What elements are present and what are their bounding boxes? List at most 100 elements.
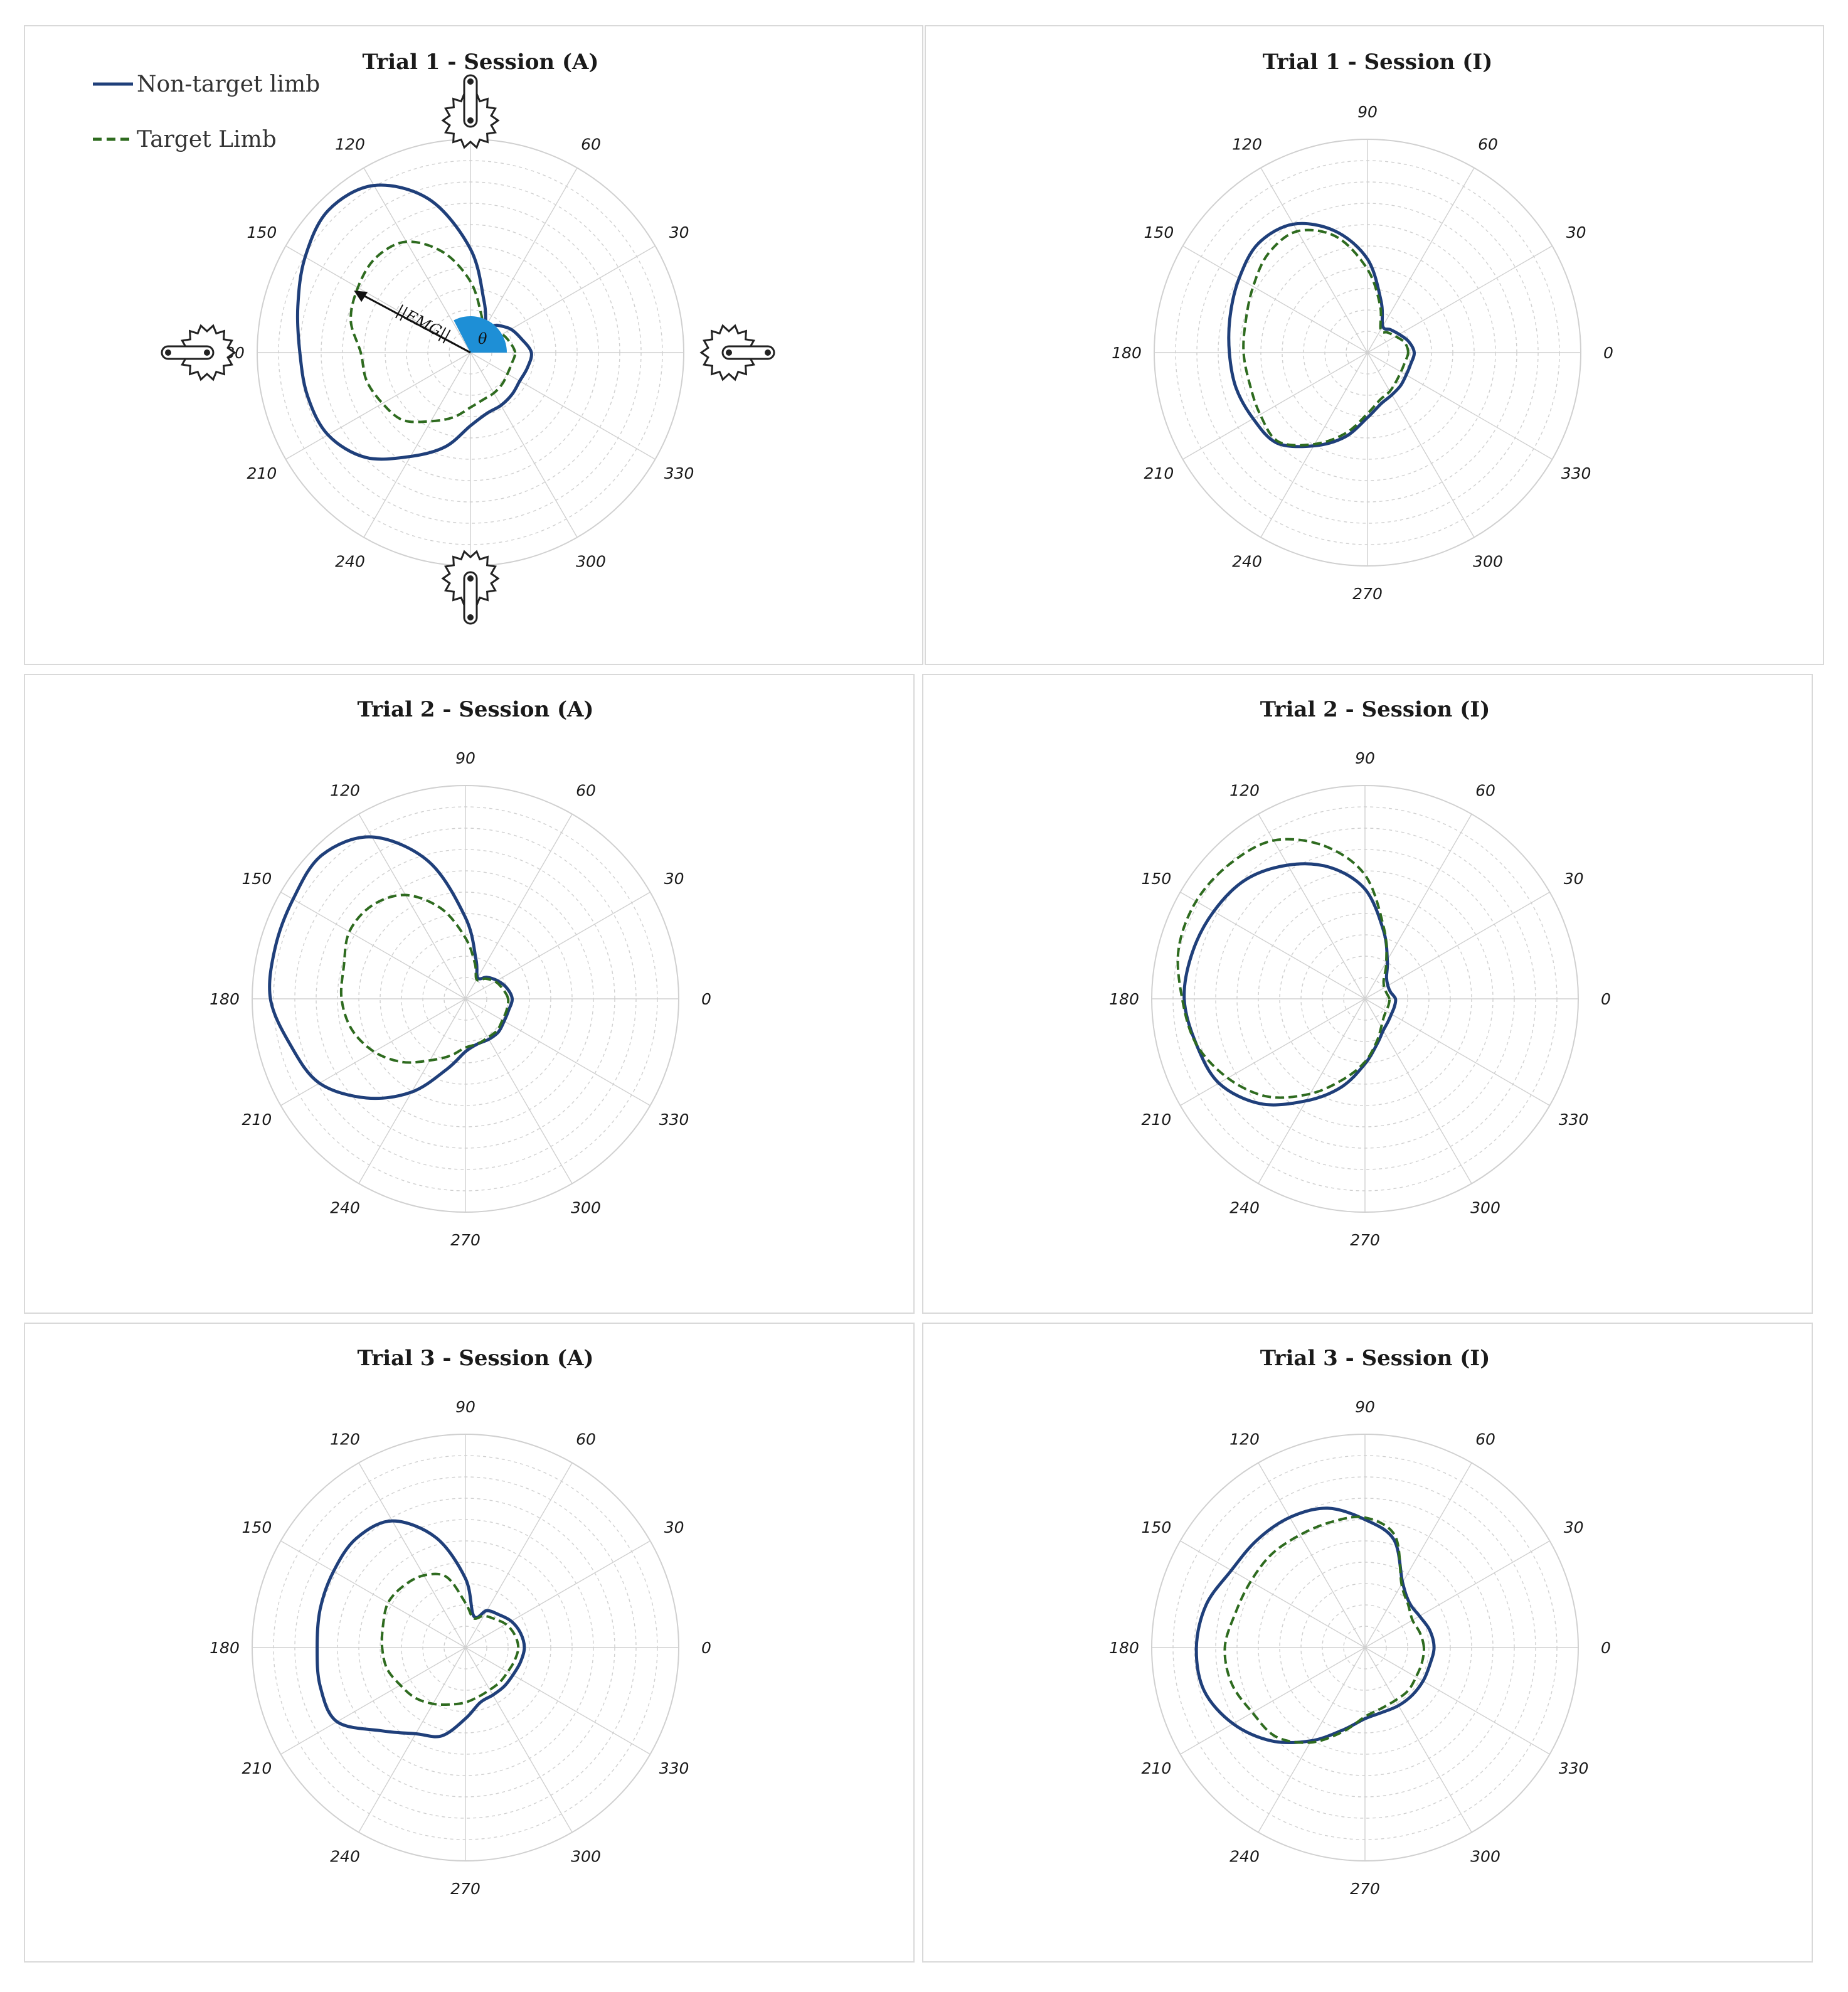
polar-chart-trial-3-session-a: Trial 3 - Session (A) 0 30 60 90 120 150 180 210… bbox=[210, 1346, 711, 1898]
angle-tick-label: 0 bbox=[1601, 1639, 1611, 1657]
angle-spoke bbox=[465, 998, 573, 1184]
angle-tick-label: 240 bbox=[335, 553, 365, 571]
angle-tick-label: 90 bbox=[1355, 749, 1375, 767]
angle-tick-label: 180 bbox=[1112, 344, 1142, 362]
chart-title: Trial 1 - Session (A) bbox=[362, 50, 598, 75]
chart-title: Trial 2 - Session (I) bbox=[1260, 697, 1490, 722]
angle-tick-label: 150 bbox=[242, 1518, 272, 1537]
angle-spoke bbox=[1367, 168, 1475, 353]
angle-spoke bbox=[280, 1647, 466, 1755]
chart-title: Trial 3 - Session (A) bbox=[357, 1346, 593, 1371]
angle-spoke bbox=[1180, 1540, 1366, 1648]
angle-tick-label: 90 bbox=[1355, 1398, 1375, 1416]
angle-tick-label: 240 bbox=[1229, 1848, 1260, 1866]
angle-spoke bbox=[285, 352, 471, 460]
angle-tick-label: 120 bbox=[1229, 1430, 1260, 1448]
angle-spoke bbox=[285, 245, 471, 353]
angle-spoke bbox=[1258, 998, 1366, 1184]
angle-spoke bbox=[1367, 352, 1475, 538]
legend-label-non-target: Non-target limb bbox=[137, 72, 320, 97]
radial-grid bbox=[1151, 785, 1579, 1213]
annotations: θ||EMG|| bbox=[161, 74, 775, 625]
angle-spoke bbox=[465, 1647, 573, 1833]
angle-tick-label: 120 bbox=[1229, 781, 1260, 799]
angle-tick-label: 30 bbox=[669, 223, 689, 242]
series-line-non-target-limb bbox=[1182, 862, 1398, 1107]
angle-tick-label: 300 bbox=[576, 553, 606, 571]
angle-tick-label: 330 bbox=[1561, 464, 1591, 482]
angle-spoke bbox=[465, 998, 651, 1106]
angle-spoke bbox=[1180, 892, 1366, 999]
angle-tick-label: 150 bbox=[242, 870, 272, 888]
angle-tick-label: 210 bbox=[247, 464, 277, 482]
angle-spoke bbox=[1182, 245, 1368, 353]
angle-spoke bbox=[465, 814, 573, 999]
angle-spoke bbox=[1180, 998, 1366, 1106]
angle-tick-label: 210 bbox=[1142, 1759, 1172, 1777]
angle-spoke bbox=[465, 1647, 651, 1755]
angle-tick-label: 210 bbox=[1142, 1111, 1172, 1129]
angle-tick-label: 30 bbox=[1566, 223, 1586, 242]
emg-magnitude-arrow bbox=[359, 292, 471, 354]
angle-spoke bbox=[280, 892, 466, 999]
angle-tick-label: 180 bbox=[210, 990, 240, 1008]
angle-spoke bbox=[280, 1540, 466, 1648]
theta-angle-wedge bbox=[454, 316, 507, 353]
angle-tick-label: 90 bbox=[1357, 103, 1378, 121]
angle-spoke bbox=[1364, 1647, 1472, 1833]
crank-arm-90-icon bbox=[441, 74, 500, 149]
angle-tick-label: 120 bbox=[1232, 135, 1262, 153]
angle-tick-label: 120 bbox=[330, 781, 360, 799]
radial-grid bbox=[1154, 139, 1581, 567]
angle-tick-label: 210 bbox=[242, 1111, 272, 1129]
angle-tick-label: 30 bbox=[664, 1518, 684, 1537]
angle-tick-label: 60 bbox=[581, 135, 601, 153]
angle-tick-label: 270 bbox=[1352, 585, 1383, 603]
angle-tick-label: 120 bbox=[330, 1430, 360, 1448]
angle-spoke bbox=[465, 1462, 573, 1648]
crank-arm-0-icon bbox=[699, 324, 775, 381]
angle-tick-label: 240 bbox=[330, 1848, 360, 1866]
series-line-target-limb bbox=[1223, 1515, 1425, 1744]
angle-tick-label: 180 bbox=[1109, 990, 1139, 1008]
angle-tick-label: 60 bbox=[576, 1430, 596, 1448]
angle-tick-label: 120 bbox=[335, 135, 365, 153]
angle-tick-label: 150 bbox=[1142, 1518, 1172, 1537]
angle-tick-label: 180 bbox=[210, 1639, 240, 1657]
angle-spoke bbox=[465, 892, 651, 999]
angle-tick-label: 300 bbox=[1470, 1199, 1500, 1217]
series-line-target-limb bbox=[339, 893, 510, 1064]
angle-tick-label: 210 bbox=[1144, 464, 1174, 482]
angle-tick-label: 150 bbox=[1144, 223, 1174, 242]
angle-spoke bbox=[1364, 814, 1472, 999]
legend: Non-target limb Target Limb bbox=[93, 72, 320, 152]
angle-spoke bbox=[1364, 1462, 1472, 1648]
angle-spoke bbox=[358, 1647, 466, 1833]
angle-tick-label: 30 bbox=[664, 870, 684, 888]
radial-grid bbox=[252, 1434, 679, 1862]
angle-tick-label: 150 bbox=[1142, 870, 1172, 888]
angle-tick-label: 180 bbox=[1109, 1639, 1139, 1657]
chart-title: Trial 2 - Session (A) bbox=[357, 697, 593, 722]
series-line-non-target-limb bbox=[1227, 221, 1416, 449]
legend-label-target: Target Limb bbox=[137, 127, 277, 152]
angle-tick-label: 300 bbox=[571, 1848, 601, 1866]
angle-tick-label: 90 bbox=[455, 749, 475, 767]
angle-tick-label: 60 bbox=[576, 781, 596, 799]
series-line-non-target-limb bbox=[316, 1519, 526, 1739]
angle-tick-label: 90 bbox=[455, 1398, 475, 1416]
angle-tick-label: 300 bbox=[1473, 553, 1503, 571]
angle-spoke bbox=[1182, 352, 1368, 460]
angle-spoke bbox=[1180, 1647, 1366, 1755]
angle-tick-label: 330 bbox=[659, 1759, 689, 1777]
chart-title: Trial 3 - Session (I) bbox=[1260, 1346, 1490, 1371]
chart-panel-trial3-session-a bbox=[24, 1323, 915, 1963]
angle-spoke bbox=[470, 352, 656, 460]
chart-panel-trial1-session-i bbox=[925, 25, 1824, 665]
angle-tick-label: 60 bbox=[1478, 135, 1498, 153]
angle-spoke bbox=[1260, 168, 1368, 353]
angle-spoke bbox=[1258, 814, 1366, 999]
angle-spoke bbox=[363, 168, 471, 353]
angle-spoke bbox=[1364, 1540, 1550, 1648]
